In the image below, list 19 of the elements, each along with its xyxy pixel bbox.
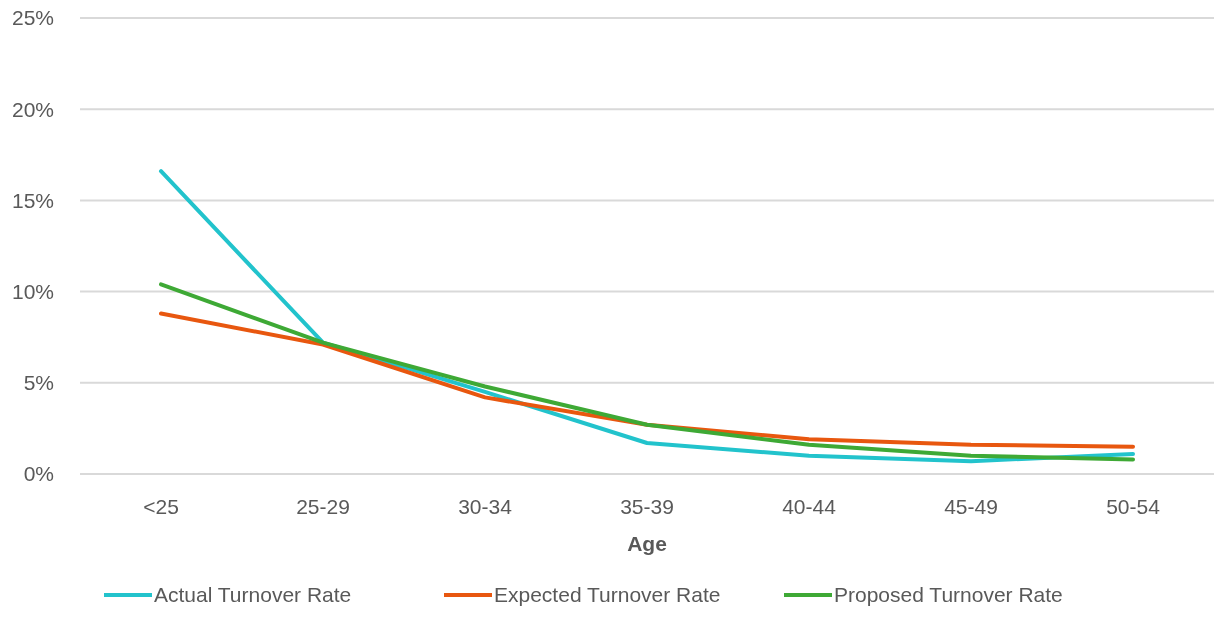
legend-label: Expected Turnover Rate bbox=[494, 583, 721, 606]
legend-label: Proposed Turnover Rate bbox=[834, 583, 1063, 606]
y-tick-label: 10% bbox=[11, 279, 54, 303]
legend-label: Actual Turnover Rate bbox=[154, 583, 352, 606]
x-axis-title: Age bbox=[627, 532, 667, 555]
y-tick-label: 25% bbox=[11, 6, 54, 30]
y-tick-label: 15% bbox=[11, 188, 54, 212]
x-tick-label: 40-44 bbox=[782, 495, 837, 518]
x-tick-label: 35-39 bbox=[620, 495, 674, 518]
x-tick-label: 45-49 bbox=[944, 495, 998, 518]
line-series bbox=[159, 282, 1135, 462]
x-tick-label: <25 bbox=[143, 495, 179, 518]
y-tick-label: 0% bbox=[23, 462, 54, 486]
y-tick-label: 20% bbox=[11, 97, 54, 121]
y-tick-label: 5% bbox=[23, 371, 54, 395]
x-tick-label: 50-54 bbox=[1106, 495, 1161, 518]
line-series bbox=[159, 311, 1135, 449]
x-tick-label: 25-29 bbox=[296, 495, 350, 518]
x-tick-label: 30-34 bbox=[458, 495, 513, 518]
